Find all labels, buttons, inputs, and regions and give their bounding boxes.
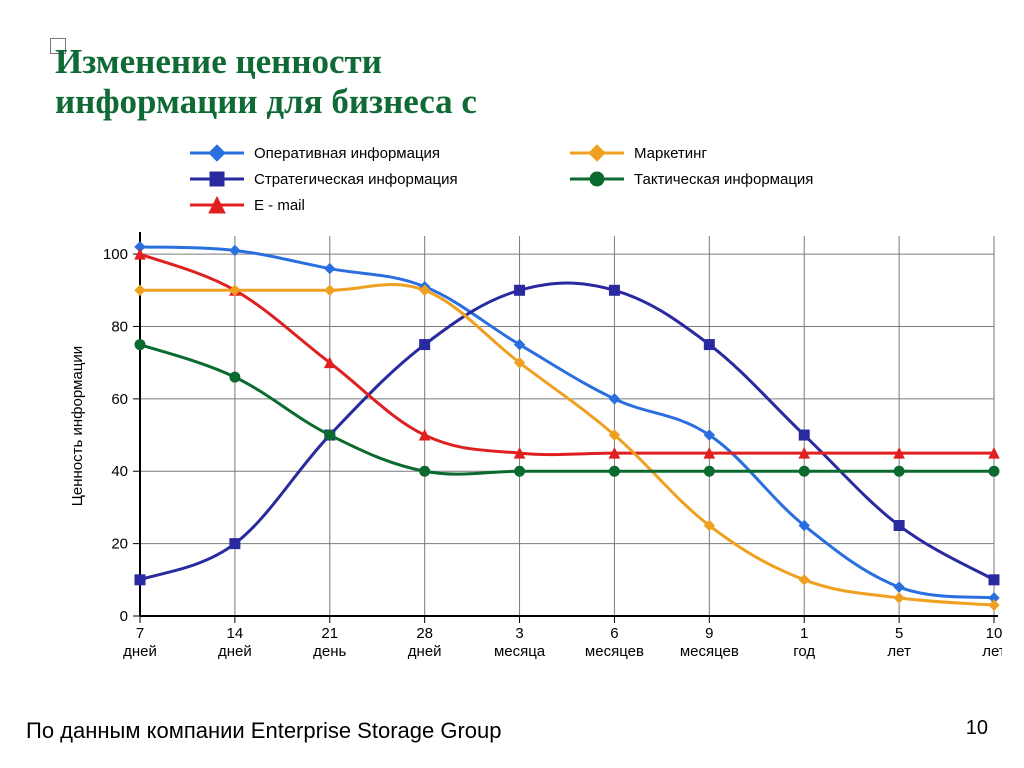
svg-text:лет: лет bbox=[982, 643, 1002, 660]
legend-label: Оперативная информация bbox=[254, 145, 440, 162]
slide-title: Изменение ценности информации для бизнес… bbox=[55, 42, 477, 123]
series-line-strategic bbox=[140, 283, 994, 580]
series-marker-strategic bbox=[704, 340, 714, 350]
series-marker-tactical bbox=[515, 466, 525, 476]
series-marker-tactical bbox=[325, 430, 335, 440]
series-marker-tactical bbox=[799, 466, 809, 476]
legend-swatch-icon bbox=[190, 196, 244, 214]
series-marker-tactical bbox=[230, 372, 240, 382]
series-marker-operational bbox=[325, 264, 335, 274]
svg-text:7: 7 bbox=[136, 625, 144, 642]
svg-text:Ценность информации: Ценность информации bbox=[69, 346, 86, 506]
series-marker-marketing bbox=[325, 285, 335, 295]
svg-text:10: 10 bbox=[986, 625, 1002, 642]
svg-text:40: 40 bbox=[111, 463, 128, 480]
legend-swatch-icon bbox=[570, 170, 624, 188]
series-marker-operational bbox=[894, 582, 904, 592]
svg-text:6: 6 bbox=[610, 625, 618, 642]
legend-label: E - mail bbox=[254, 197, 305, 214]
svg-text:год: год bbox=[793, 643, 815, 660]
svg-text:месяца: месяца bbox=[494, 643, 546, 660]
series-marker-marketing bbox=[135, 285, 145, 295]
series-marker-tactical bbox=[989, 466, 999, 476]
legend-label: Маркетинг bbox=[634, 145, 707, 162]
series-marker-marketing bbox=[989, 600, 999, 610]
series-marker-strategic bbox=[609, 285, 619, 295]
svg-text:60: 60 bbox=[111, 391, 128, 408]
line-chart: 0204060801007дней14дней21день28дней3меся… bbox=[44, 226, 1002, 686]
svg-text:лет: лет bbox=[887, 643, 911, 660]
legend-label: Стратегическая информация bbox=[254, 171, 458, 188]
legend-swatch-icon bbox=[570, 144, 624, 162]
svg-text:21: 21 bbox=[321, 625, 338, 642]
svg-text:20: 20 bbox=[111, 536, 128, 553]
svg-text:5: 5 bbox=[895, 625, 903, 642]
svg-text:14: 14 bbox=[227, 625, 244, 642]
series-marker-tactical bbox=[704, 466, 714, 476]
series-marker-tactical bbox=[135, 340, 145, 350]
legend-swatch-icon bbox=[190, 170, 244, 188]
series-marker-strategic bbox=[230, 539, 240, 549]
series-marker-strategic bbox=[515, 285, 525, 295]
series-marker-marketing bbox=[799, 575, 809, 585]
series-marker-strategic bbox=[894, 521, 904, 531]
page-number: 10 bbox=[966, 717, 988, 740]
legend-item: Оперативная информация bbox=[190, 140, 570, 166]
svg-text:1: 1 bbox=[800, 625, 808, 642]
series-line-marketing bbox=[140, 284, 994, 605]
series-marker-tactical bbox=[894, 466, 904, 476]
svg-text:28: 28 bbox=[416, 625, 433, 642]
chart-legend: Оперативная информация Стратегическая ин… bbox=[190, 140, 890, 218]
svg-text:3: 3 bbox=[515, 625, 523, 642]
footer-source: По данным компании Enterprise Storage Gr… bbox=[26, 718, 502, 744]
svg-text:дней: дней bbox=[408, 643, 442, 660]
svg-text:80: 80 bbox=[111, 318, 128, 335]
svg-text:месяцев: месяцев bbox=[680, 643, 739, 660]
series-marker-tactical bbox=[609, 466, 619, 476]
legend-item: Тактическая информация bbox=[570, 166, 890, 192]
legend-item: Стратегическая информация bbox=[190, 166, 570, 192]
series-marker-operational bbox=[609, 394, 619, 404]
legend-label: Тактическая информация bbox=[634, 171, 813, 188]
svg-text:день: день bbox=[313, 643, 346, 660]
series-marker-strategic bbox=[135, 575, 145, 585]
svg-text:месяцев: месяцев bbox=[585, 643, 644, 660]
legend-item: Маркетинг bbox=[570, 140, 890, 166]
series-marker-strategic bbox=[989, 575, 999, 585]
series-marker-strategic bbox=[420, 340, 430, 350]
series-marker-strategic bbox=[799, 430, 809, 440]
svg-text:9: 9 bbox=[705, 625, 713, 642]
series-marker-tactical bbox=[420, 466, 430, 476]
legend-swatch-icon bbox=[190, 144, 244, 162]
svg-text:дней: дней bbox=[218, 643, 252, 660]
series-marker-marketing bbox=[894, 593, 904, 603]
svg-text:100: 100 bbox=[103, 246, 128, 263]
legend-item: E - mail bbox=[190, 192, 570, 218]
series-line-operational bbox=[140, 247, 994, 598]
svg-text:дней: дней bbox=[123, 643, 157, 660]
svg-text:0: 0 bbox=[120, 608, 128, 625]
